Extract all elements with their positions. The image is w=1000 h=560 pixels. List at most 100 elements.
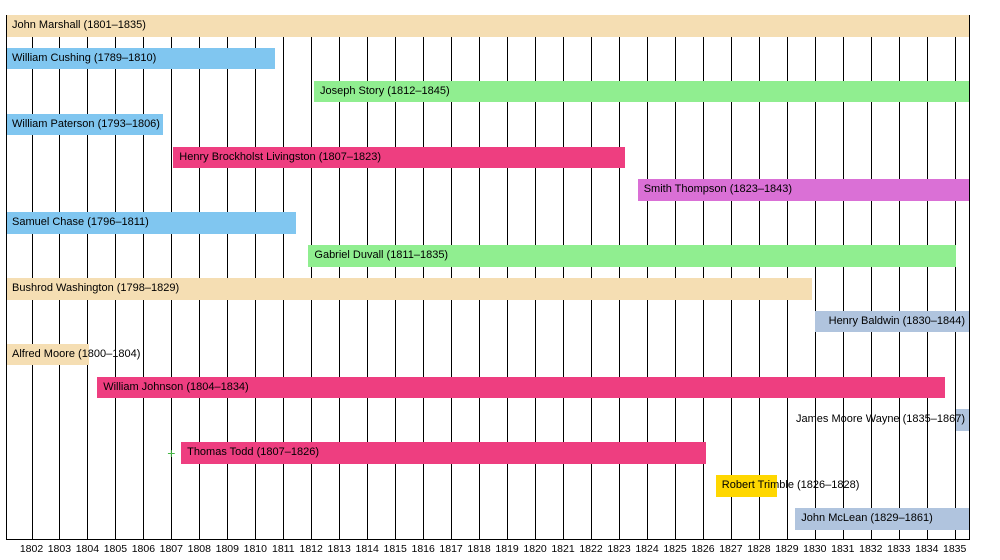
tenure-label-william-johnson: William Johnson (1804–1834)	[103, 380, 249, 393]
year-gridline-1811	[283, 15, 285, 539]
plot-right-border	[969, 15, 970, 539]
tenure-bar-henry-brockholst-livingston	[173, 146, 625, 168]
x-tick-label-1809: 1809	[215, 543, 239, 555]
tenure-bar-thomas-todd	[181, 442, 706, 464]
year-gridline-1825	[675, 15, 676, 539]
year-gridline-1823	[619, 15, 620, 539]
year-gridline-1810	[255, 15, 257, 539]
tenure-bar-alfred-moore	[6, 343, 90, 366]
x-tick-label-1829: 1829	[775, 543, 799, 555]
tenure-bar-robert-trimble	[715, 475, 778, 497]
tenure-label-bushrod-washington: Bushrod Washington (1798–1829)	[12, 282, 180, 294]
year-gridline-1813	[339, 15, 341, 539]
x-tick-label-1816: 1816	[411, 543, 435, 555]
tenure-bar-john-mclean	[795, 508, 969, 530]
year-gridline-1832	[870, 15, 872, 539]
tenure-bar-william-johnson	[97, 376, 945, 399]
tenure-label-samuel-chase: Samuel Chase (1796–1811)	[12, 216, 149, 229]
tenure-label-smith-thompson: Smith Thompson (1823–1843)	[643, 183, 793, 196]
tenure-bar-william-cushing	[6, 47, 275, 70]
tenure-bar-john-marshall	[6, 15, 969, 37]
x-tick-label-1835: 1835	[943, 543, 967, 555]
year-gridline-1827	[730, 15, 732, 539]
tenure-label-henry-brockholst-livingston: Henry Brockholst Livingston (1807–1823)	[179, 150, 382, 163]
x-tick-label-1810: 1810	[243, 543, 267, 555]
x-tick-label-1824: 1824	[635, 543, 659, 555]
x-tick-label-1805: 1805	[103, 543, 128, 555]
tenure-bar-smith-thompson	[637, 179, 969, 201]
tenure-bar-joseph-story	[314, 80, 969, 103]
year-gridline-1806	[143, 15, 145, 539]
year-gridline-1835	[954, 15, 956, 539]
year-gridline-1818	[479, 15, 481, 539]
year-gridline-1833	[898, 15, 900, 539]
x-tick-label-1819: 1819	[495, 543, 519, 555]
year-gridline-1819	[507, 15, 509, 539]
year-gridline-1817	[451, 15, 453, 539]
year-gridline-1808	[199, 15, 201, 539]
year-gridline-1804	[87, 15, 89, 539]
year-gridline-1807	[171, 15, 173, 539]
year-gridline-1831	[842, 15, 844, 539]
tenure-bar-samuel-chase	[6, 212, 297, 234]
year-gridline-1824	[647, 15, 648, 539]
tenure-label-john-marshall: John Marshall (1801–1835)	[12, 19, 146, 31]
year-gridline-1802	[31, 15, 33, 539]
year-gridline-1809	[227, 15, 229, 539]
tenure-label-william-cushing: William Cushing (1789–1810)	[12, 51, 157, 64]
x-tick-label-1812: 1812	[299, 543, 323, 555]
x-tick-label-1807: 1807	[159, 543, 183, 555]
x-tick-label-1817: 1817	[439, 543, 463, 555]
year-gridline-1821	[563, 15, 564, 539]
x-tick-label-1808: 1808	[187, 543, 211, 555]
tenure-bar-william-paterson	[6, 113, 163, 136]
tenure-label-thomas-todd: Thomas Todd (1807–1826)	[187, 446, 319, 459]
x-tick-label-1827: 1827	[719, 543, 743, 555]
year-gridline-1829	[786, 15, 788, 539]
x-tick-label-1830: 1830	[803, 543, 827, 555]
tenure-label-james-moore-wayne: James Moore Wayne (1835–1867)	[796, 413, 965, 426]
tenure-bar-gabriel-duvall	[308, 245, 956, 267]
x-tick-label-1804: 1804	[75, 543, 100, 555]
tenure-bar-james-moore-wayne	[955, 409, 969, 431]
year-gridline-1815	[395, 15, 397, 539]
x-tick-label-1822: 1822	[579, 543, 603, 555]
x-tick-label-1818: 1818	[467, 543, 491, 555]
year-gridline-1828	[758, 15, 760, 539]
x-tick-label-1814: 1814	[355, 543, 379, 555]
year-gridline-1816	[423, 15, 425, 539]
year-gridline-1822	[591, 15, 592, 539]
tenure-label-john-mclean: John McLean (1829–1861)	[801, 512, 933, 524]
x-tick-label-1825: 1825	[663, 543, 687, 555]
tenure-bar-henry-baldwin	[815, 310, 969, 333]
x-tick-label-1802: 1802	[19, 543, 44, 555]
x-axis-line	[6, 539, 970, 540]
tenure-label-joseph-story: Joseph Story (1812–1845)	[320, 84, 450, 97]
year-gridline-1826	[702, 15, 704, 539]
x-tick-label-1811: 1811	[272, 543, 295, 555]
x-tick-label-1826: 1826	[691, 543, 715, 555]
x-tick-label-1831: 1831	[831, 543, 855, 555]
tenure-label-william-paterson: William Paterson (1793–1806)	[12, 117, 160, 130]
year-gridline-1830	[814, 15, 816, 539]
year-gridline-1805	[115, 15, 117, 539]
x-tick-label-1806: 1806	[131, 543, 156, 555]
year-gridline-1834	[926, 15, 928, 539]
x-tick-label-1820: 1820	[523, 543, 547, 555]
x-tick-label-1821: 1821	[551, 543, 575, 555]
tenure-bar-bushrod-washington	[6, 278, 812, 300]
x-tick-label-1834: 1834	[915, 543, 939, 555]
x-tick-label-1803: 1803	[47, 543, 72, 555]
tenure-label-gabriel-duvall: Gabriel Duvall (1811–1835)	[314, 249, 449, 262]
x-tick-label-1823: 1823	[607, 543, 631, 555]
year-gridline-1820	[535, 15, 537, 539]
x-tick-label-1828: 1828	[747, 543, 771, 555]
new-seat-plus-marker-thomas-todd: +	[167, 445, 176, 462]
year-gridline-1814	[367, 15, 369, 539]
year-gridline-1812	[311, 15, 313, 539]
x-tick-label-1813: 1813	[327, 543, 351, 555]
x-tick-label-1833: 1833	[887, 543, 911, 555]
plot-left-border	[6, 15, 7, 539]
x-tick-label-1815: 1815	[383, 543, 407, 555]
